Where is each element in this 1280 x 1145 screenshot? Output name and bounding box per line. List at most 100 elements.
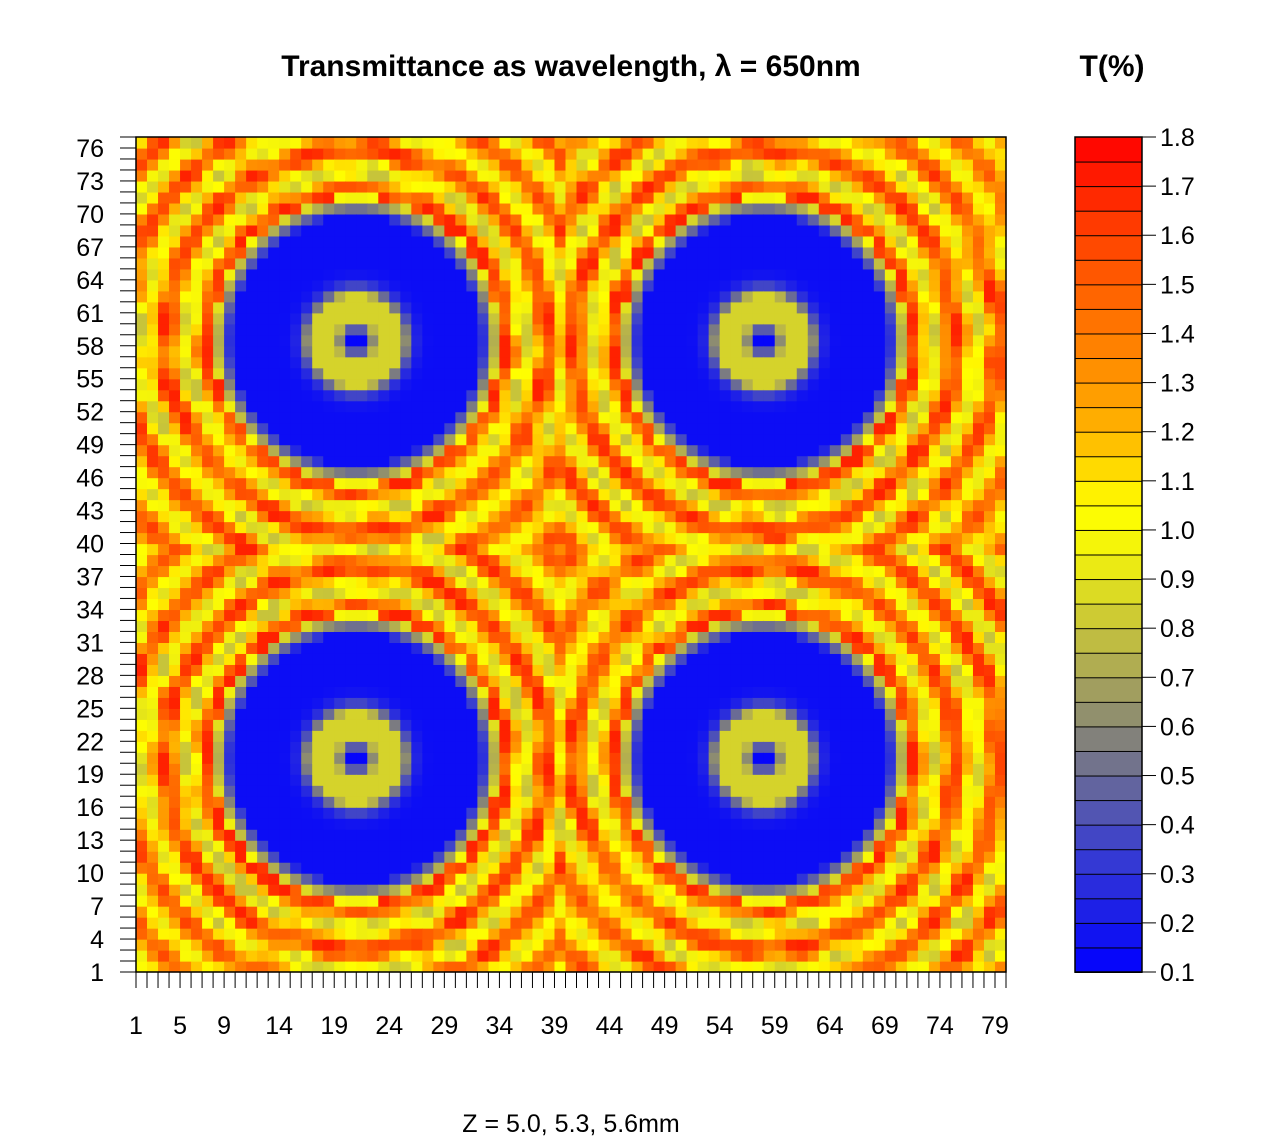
heatmap-cell	[477, 928, 489, 940]
heatmap-cell	[158, 268, 170, 281]
heatmap-cell	[224, 334, 236, 347]
heatmap-cell	[829, 928, 842, 940]
heatmap-cell	[246, 609, 258, 622]
heatmap-cell	[477, 169, 489, 182]
heatmap-cell	[180, 246, 192, 259]
heatmap-cell	[488, 257, 501, 270]
heatmap-cell	[290, 862, 302, 874]
heatmap-cell	[620, 873, 633, 885]
heatmap-cell	[818, 697, 831, 709]
heatmap-cell	[675, 257, 688, 270]
heatmap-cell	[763, 730, 776, 742]
heatmap-cell	[774, 510, 787, 523]
heatmap-cell	[818, 191, 831, 204]
heatmap-cell	[224, 752, 236, 764]
heatmap-cell	[598, 730, 611, 742]
heatmap-cell	[576, 697, 589, 709]
heatmap-cell	[653, 785, 666, 797]
heatmap-cell	[796, 851, 809, 863]
heatmap-cell	[268, 719, 280, 731]
heatmap-cell	[356, 235, 368, 248]
heatmap-cell	[411, 785, 423, 797]
heatmap-cell	[378, 543, 390, 556]
heatmap-cell	[708, 433, 721, 446]
heatmap-cell	[444, 796, 456, 808]
heatmap-cell	[708, 213, 721, 226]
heatmap-cell	[719, 312, 732, 325]
heatmap-cell	[268, 444, 280, 457]
heatmap-cell	[686, 752, 699, 764]
heatmap-cell	[631, 917, 644, 929]
heatmap-cell	[246, 301, 258, 314]
heatmap-cell	[488, 356, 501, 369]
heatmap-cell	[433, 191, 445, 204]
heatmap-cell	[719, 653, 732, 665]
heatmap-cell	[213, 950, 225, 962]
heatmap-cell	[356, 422, 368, 435]
heatmap-cell	[818, 499, 831, 512]
heatmap-cell	[378, 191, 390, 204]
heatmap-cell	[367, 928, 379, 940]
heatmap-cell	[477, 147, 489, 160]
heatmap-cell	[246, 137, 258, 149]
heatmap-cell	[730, 686, 743, 698]
heatmap-cell	[763, 169, 776, 182]
heatmap-cell	[290, 290, 302, 303]
heatmap-cell	[345, 576, 357, 589]
heatmap-cell	[510, 268, 523, 281]
heatmap-cell	[576, 653, 589, 665]
heatmap-cell	[444, 917, 456, 929]
heatmap-cell	[136, 411, 148, 424]
heatmap-cell	[444, 532, 456, 545]
heatmap-cell	[301, 719, 313, 731]
heatmap-cell	[290, 169, 302, 182]
heatmap-cell	[455, 763, 467, 775]
heatmap-cell	[400, 675, 412, 687]
heatmap-cell	[411, 279, 423, 292]
heatmap-cell	[642, 895, 655, 907]
heatmap-cell	[763, 576, 776, 589]
heatmap-cell	[763, 235, 776, 248]
heatmap-cell	[180, 928, 192, 940]
heatmap-cell	[257, 543, 269, 556]
heatmap-cell	[499, 246, 512, 259]
heatmap-cell	[532, 400, 545, 413]
heatmap-cell	[598, 543, 611, 556]
heatmap-cell	[851, 917, 864, 929]
heatmap-cell	[851, 499, 864, 512]
heatmap-cell	[488, 378, 501, 391]
heatmap-cell	[576, 939, 589, 951]
heatmap-cell	[697, 730, 710, 742]
heatmap-cell	[708, 862, 721, 874]
heatmap-cell	[444, 323, 456, 336]
heatmap-cell	[455, 356, 467, 369]
heatmap-cell	[301, 422, 313, 435]
heatmap-cell	[323, 664, 335, 676]
heatmap-cell	[598, 598, 611, 611]
heatmap-cell	[851, 455, 864, 468]
heatmap-cell	[686, 290, 699, 303]
heatmap-cell	[356, 312, 368, 325]
heatmap-cell	[411, 829, 423, 841]
heatmap-cell	[565, 917, 578, 929]
heatmap-cell	[224, 928, 236, 940]
heatmap-cell	[851, 708, 864, 720]
heatmap-cell	[796, 620, 809, 633]
heatmap-cell	[136, 499, 148, 512]
heatmap-cell	[499, 620, 512, 633]
heatmap-cell	[224, 620, 236, 633]
heatmap-cell	[741, 620, 754, 633]
heatmap-cell	[565, 521, 578, 534]
heatmap-cell	[202, 554, 214, 567]
heatmap-cell	[829, 356, 842, 369]
heatmap-cell	[224, 631, 236, 643]
heatmap-cell	[576, 609, 589, 622]
heatmap-cell	[818, 290, 831, 303]
heatmap-cell	[532, 477, 545, 490]
heatmap-cell	[334, 301, 346, 314]
heatmap-cell	[224, 796, 236, 808]
heatmap-cell	[631, 719, 644, 731]
heatmap-cell	[477, 642, 489, 654]
heatmap-cell	[818, 356, 831, 369]
heatmap-cell	[235, 686, 247, 698]
